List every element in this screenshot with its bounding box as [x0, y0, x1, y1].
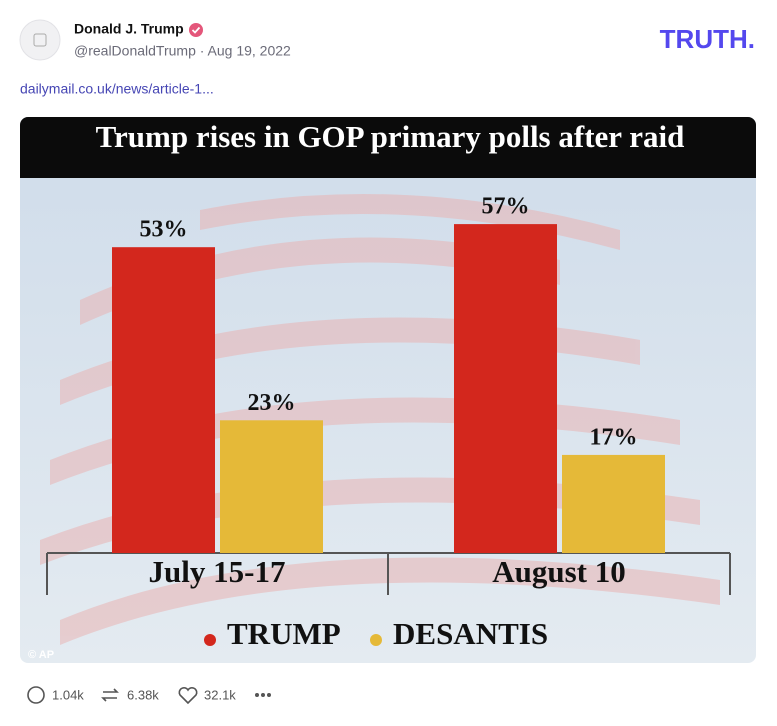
- bar: [112, 247, 215, 553]
- value-label: 23%: [248, 390, 296, 416]
- verified-badge: [189, 23, 203, 37]
- like-icon[interactable]: [178, 686, 198, 705]
- title-bar: [20, 117, 756, 178]
- chart-title: Trump rises in GOP primary polls after r…: [96, 119, 685, 154]
- handle-date: @realDonaldTrump · Aug 19, 2022: [74, 43, 291, 59]
- author-name[interactable]: Donald J. Trump: [74, 21, 184, 37]
- image-credit: © AP: [28, 649, 54, 661]
- bar: [562, 454, 665, 553]
- bar: [454, 224, 557, 554]
- stats: 1.04k 6.38k 32.1k: [27, 686, 271, 705]
- value-label: 53%: [140, 217, 188, 243]
- legend-marker: [370, 634, 382, 646]
- verified-check: [191, 26, 201, 34]
- bar: [220, 420, 323, 553]
- repost-count: 6.38k: [127, 687, 159, 702]
- logo[interactable]: TRUTH.: [660, 24, 755, 54]
- reply-icon[interactable]: [27, 686, 45, 704]
- like-count: 32.1k: [204, 687, 236, 702]
- more-button[interactable]: [255, 693, 271, 697]
- article-link[interactable]: dailymail.co.uk/news/article-1...: [20, 81, 214, 97]
- reply-count: 1.04k: [52, 687, 84, 702]
- legend-marker: [204, 634, 216, 646]
- legend-label: TRUMP: [227, 616, 341, 651]
- avatar[interactable]: [19, 19, 61, 61]
- value-label: 57%: [482, 194, 530, 220]
- value-label: 17%: [590, 424, 638, 450]
- category-label: August 10: [492, 554, 626, 589]
- post-image[interactable]: Trump rises in GOP primary polls after r…: [20, 117, 756, 663]
- legend-label: DESANTIS: [393, 616, 548, 651]
- avatar-icon: [33, 33, 47, 47]
- repost-icon[interactable]: [101, 688, 119, 702]
- category-label: July 15-17: [149, 554, 286, 589]
